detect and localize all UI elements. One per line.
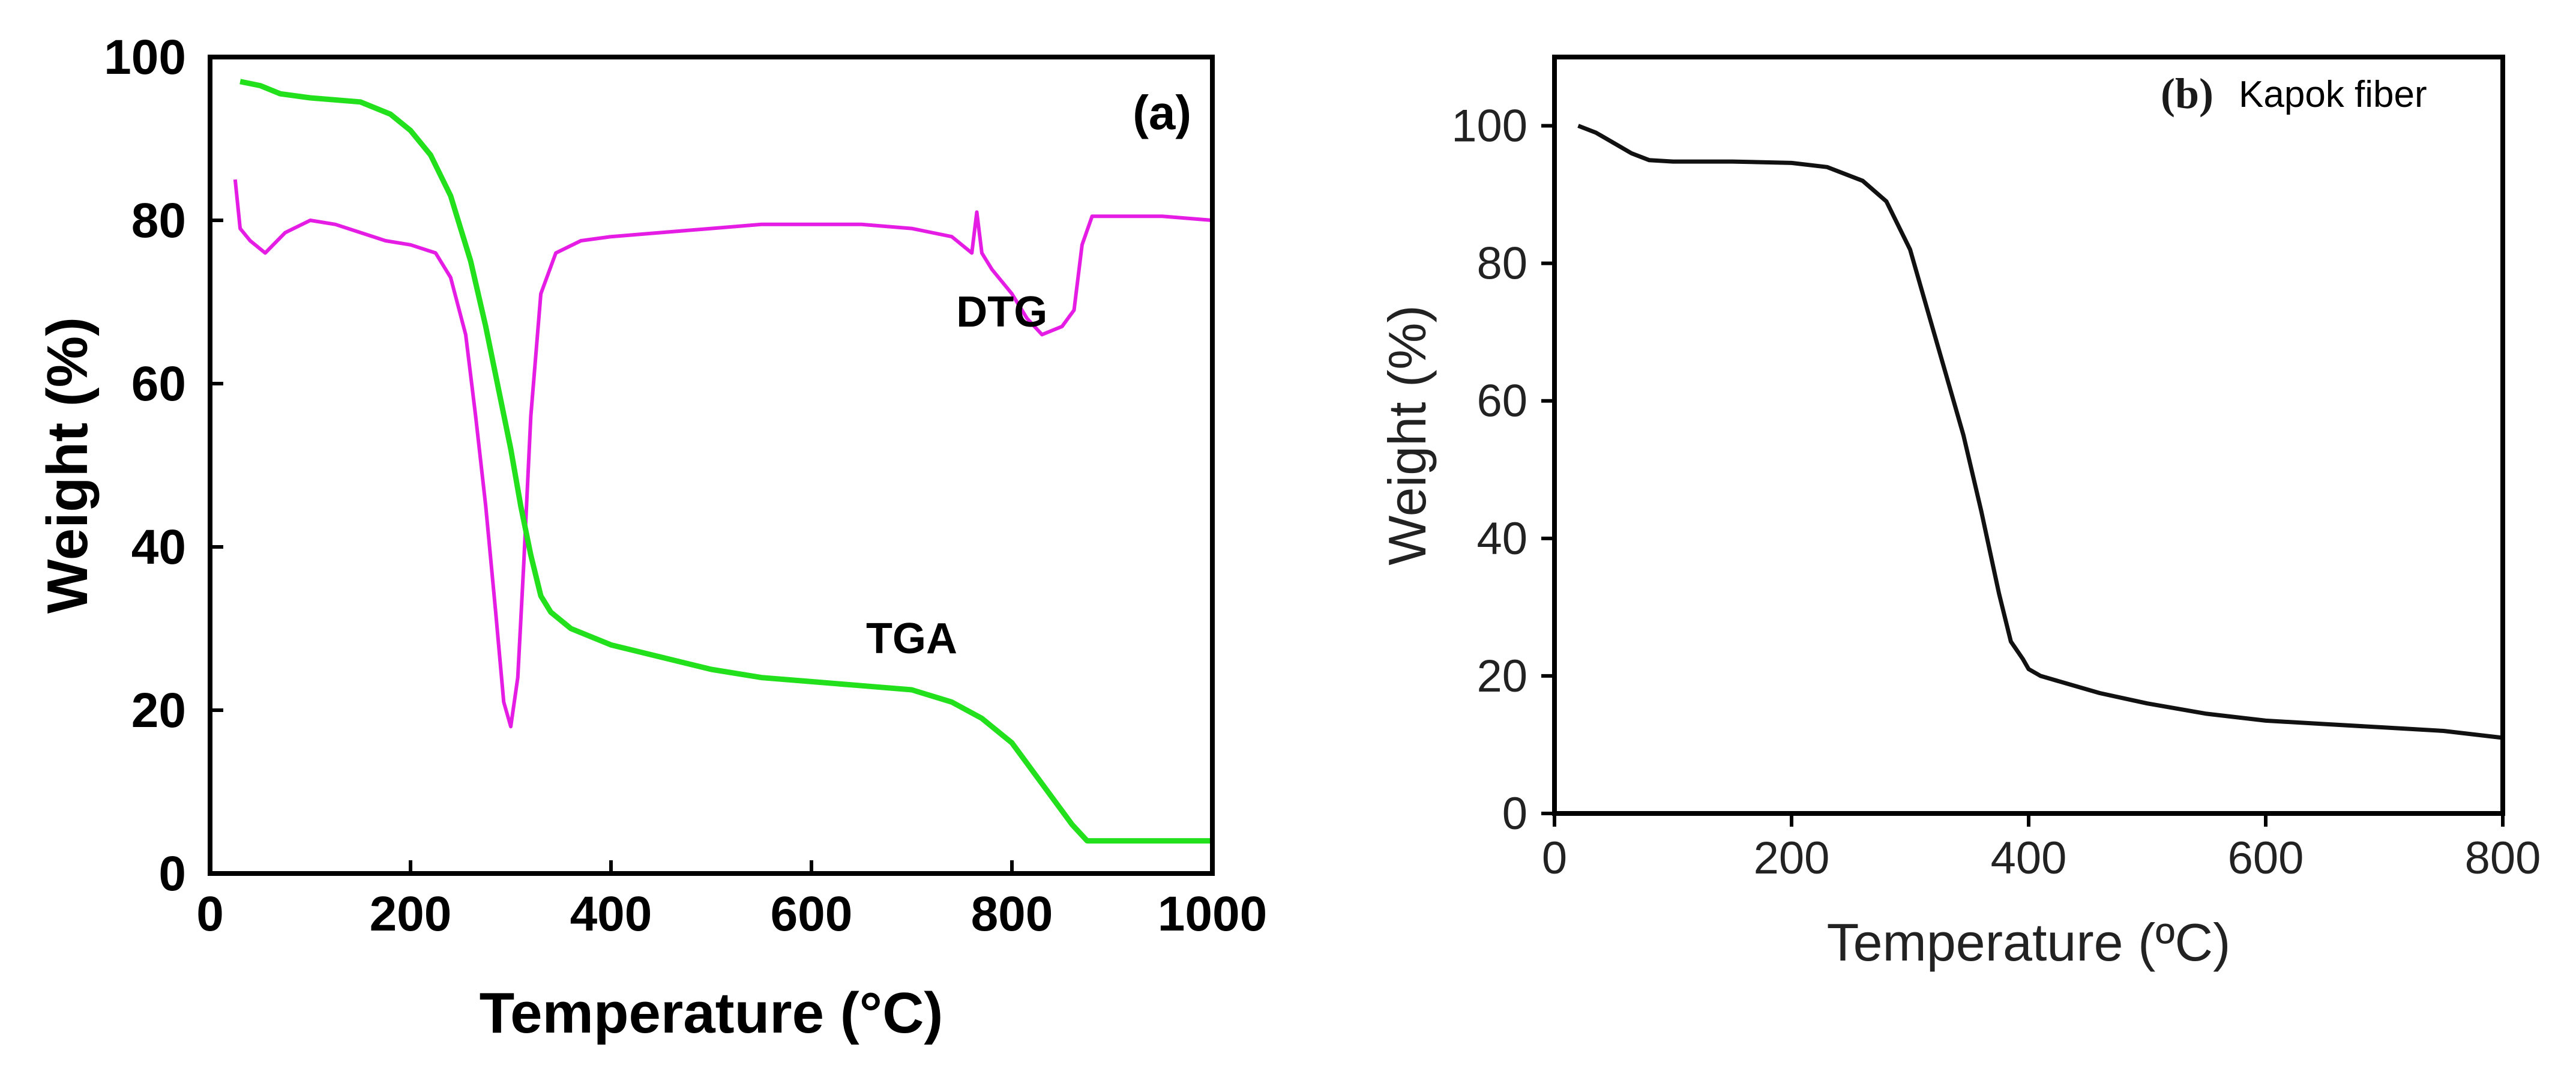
- panel-b-plot-frame: [1552, 55, 2505, 816]
- panel-b-x-ticks: 0 200 400 600 800: [1542, 813, 2541, 884]
- panel-a-y-tick-label: 60: [131, 357, 186, 411]
- panel-b-y-tick-label: 20: [1476, 651, 1527, 702]
- panel-a-x-tick-label: 0: [196, 887, 224, 941]
- panel-b-label: (b): [2161, 70, 2213, 118]
- panel-b-y-axis-label: Weight (%): [1377, 305, 1437, 566]
- panel-b-x-tick-label: 800: [2465, 833, 2541, 884]
- panel-a-plot-frame: [208, 55, 1215, 876]
- panel-b-x-tick-label: 200: [1754, 833, 1830, 884]
- panel-a-x-axis-label: Temperature (°C): [480, 981, 943, 1045]
- panel-a-series-dtg-line: [233, 179, 1213, 729]
- panel-b-y-tick-label: 40: [1476, 513, 1527, 564]
- panel-b-x-tick-label: 600: [2228, 833, 2304, 884]
- panel-a-x-tick-label: 600: [771, 887, 853, 941]
- panel-b-y-tick-label: 60: [1476, 376, 1527, 427]
- panel-a-series-tga-line: [239, 79, 1212, 844]
- panel-b-y-tick-label: 0: [1502, 788, 1527, 839]
- panel-a-x-tick-label: 800: [971, 887, 1053, 941]
- panel-a-y-tick-label: 0: [158, 846, 186, 901]
- panel-a-chart: 0 200 400 600 800 1000 0 20 40 60 80 100 (a) DTG T…: [35, 30, 1267, 1045]
- panel-b-y-tick-label: 80: [1476, 238, 1527, 289]
- panel-a-y-ticks: 0 20 40 60 80 100: [104, 30, 223, 901]
- panel-a-y-tick-label: 40: [131, 520, 186, 575]
- panel-b-series-kapok-line: [1577, 124, 2503, 740]
- panel-a-label: (a): [1133, 86, 1191, 139]
- panel-a-annotation-tga: TGA: [866, 615, 957, 663]
- panel-a-y-tick-label: 20: [131, 683, 186, 738]
- panel-b-x-axis-label: Temperature (ºC): [1827, 913, 2231, 972]
- panel-b-x-tick-label: 400: [1991, 833, 2067, 884]
- panel-a-y-tick-label: 80: [131, 193, 186, 248]
- panel-a-x-tick-label: 400: [570, 887, 652, 941]
- panel-a-annotation-dtg: DTG: [956, 288, 1047, 336]
- panel-a-x-ticks: 0 200 400 600 800 1000: [196, 860, 1267, 941]
- panel-a-x-tick-label: 200: [370, 887, 452, 941]
- panel-b-chart: 0 200 400 600 800 0 20 40 60 80 100 (b) Kapok fib…: [1377, 55, 2541, 972]
- panel-a-x-tick-label: 1000: [1158, 887, 1267, 941]
- panel-a-y-axis-label: Weight (%): [35, 317, 100, 614]
- panel-b-y-tick-label: 100: [1451, 101, 1527, 152]
- panel-b-y-ticks: 0 20 40 60 80 100: [1451, 101, 1554, 839]
- panel-b-title: Kapok fiber: [2239, 74, 2427, 115]
- panel-b-x-tick-label: 0: [1542, 833, 1567, 884]
- panel-a-y-tick-label: 100: [104, 30, 186, 85]
